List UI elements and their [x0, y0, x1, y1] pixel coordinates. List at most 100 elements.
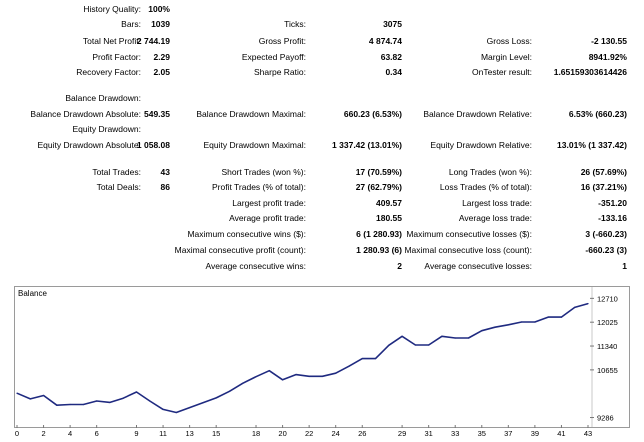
stat-value: 4 874.74 — [368, 36, 402, 46]
stat-value: 6 (1 280.93) — [356, 229, 402, 239]
stat-label: Average profit trade: — [229, 213, 306, 223]
balance-point — [16, 392, 18, 394]
stat-value: 13.01% (1 337.42) — [557, 140, 627, 150]
x-tick-label: 41 — [557, 429, 565, 437]
balance-point — [521, 321, 523, 323]
stat-label: Equity Drawdown Relative: — [430, 140, 532, 150]
balance-point — [335, 372, 337, 374]
stat-label: Long Trades (won %): — [448, 167, 532, 177]
stat-label: Maximal consecutive loss (count): — [404, 245, 532, 255]
stat-value: 1 058.08 — [136, 140, 170, 150]
balance-point — [149, 400, 151, 402]
balance-point — [361, 357, 363, 360]
balance-point — [242, 382, 244, 384]
x-tick-label: 31 — [424, 429, 432, 437]
stat-label: Balance Drawdown: — [65, 93, 141, 103]
x-tick-label: 26 — [358, 429, 366, 437]
balance-point — [308, 375, 310, 377]
balance-point — [321, 375, 324, 377]
y-tick-label: 9286 — [597, 414, 614, 423]
stat-label: Average consecutive wins: — [205, 261, 306, 271]
stat-value: -133.16 — [598, 213, 627, 223]
x-tick-label: 43 — [584, 429, 592, 437]
x-tick-label: 15 — [212, 429, 220, 437]
balance-point — [481, 330, 483, 332]
stat-value: 2 — [397, 261, 402, 271]
balance-point — [42, 394, 45, 397]
balance-point — [560, 316, 563, 318]
x-tick-label: 39 — [531, 429, 539, 437]
stat-label: Average loss trade: — [458, 213, 532, 223]
stat-value: 26 (57.69%) — [580, 167, 627, 177]
stat-value: 2.05 — [153, 67, 170, 77]
balance-point — [228, 390, 231, 392]
stat-value: -660.23 (3) — [585, 245, 627, 255]
balance-series-line — [16, 302, 589, 414]
balance-chart-svg: 12710 12025 11340 10655 9286 — [16, 287, 618, 427]
balance-point — [587, 302, 589, 305]
balance-point — [388, 344, 390, 346]
balance-point — [175, 411, 177, 414]
chart-title: Balance — [18, 289, 47, 298]
balance-point — [122, 397, 124, 399]
x-tick-label: 11 — [159, 429, 167, 437]
x-tick-label: 33 — [451, 429, 459, 437]
balance-point — [96, 400, 98, 402]
stat-label: Loss Trades (% of total): — [439, 182, 532, 192]
stat-label: History Quality: — [83, 4, 141, 14]
balance-point — [109, 401, 111, 404]
stat-label: Sharpe Ratio: — [254, 67, 306, 77]
x-tick-label: 24 — [332, 429, 340, 437]
stat-value: 180.55 — [376, 213, 402, 223]
stat-label: Balance Drawdown Maximal: — [196, 109, 306, 119]
balance-point — [441, 335, 443, 337]
stat-value: 43 — [160, 167, 170, 177]
balance-point — [494, 326, 496, 328]
x-tick-label: 2 — [41, 429, 45, 437]
balance-point — [162, 408, 164, 410]
stat-value: 1 337.42 (13.01%) — [332, 140, 402, 150]
x-tick-label: 29 — [398, 429, 406, 437]
stat-label: Margin Level: — [480, 52, 532, 62]
balance-point — [202, 402, 204, 404]
stat-label: Short Trades (won %): — [221, 167, 306, 177]
balance-point — [189, 407, 191, 409]
stat-value: 3 (-660.23) — [585, 229, 627, 239]
balance-point — [215, 397, 217, 399]
stat-value: 17 (70.59%) — [355, 167, 402, 177]
stat-value: 16 (37.21%) — [580, 182, 627, 192]
x-tick-label: 18 — [252, 429, 260, 437]
stat-value: 86 — [160, 182, 170, 192]
stat-label: Maximum consecutive losses ($): — [406, 229, 532, 239]
stat-label: OnTester result: — [472, 67, 532, 77]
balance-point — [348, 365, 350, 367]
stat-value: 27 (62.79%) — [355, 182, 402, 192]
stat-label: Ticks: — [284, 19, 306, 29]
stat-label: Maximal consecutive profit (count): — [174, 245, 306, 255]
stat-value: 549.35 — [144, 109, 170, 119]
balance-point — [295, 373, 297, 376]
stat-value: 1039 — [151, 19, 170, 29]
stat-value: -351.20 — [598, 198, 627, 208]
stat-label: Equity Drawdown: — [72, 124, 141, 134]
stat-value: 1 280.93 (6) — [356, 245, 402, 255]
stat-label: Bars: — [121, 19, 141, 29]
balance-point — [547, 316, 549, 318]
stat-value: 100% — [148, 4, 170, 14]
stat-value: -2 130.55 — [591, 36, 627, 46]
x-tick-label: 37 — [504, 429, 512, 437]
balance-point — [56, 404, 58, 406]
x-tick-label: 9 — [134, 429, 138, 437]
stat-label: Total Trades: — [92, 167, 141, 177]
balance-point — [401, 335, 403, 337]
stat-value: 2 744.19 — [136, 36, 170, 46]
y-tick-label: 10655 — [597, 366, 618, 375]
balance-point — [29, 398, 31, 400]
report-summary: History Quality: 100% Bars: 1039 Ticks: 3075 T… — [30, 4, 627, 271]
x-tick-label: 13 — [185, 429, 193, 437]
stat-value: 660.23 (6.53%) — [343, 109, 402, 119]
chart-frame: Balance 12710 12025 11340 10655 9286 — [14, 286, 630, 428]
balance-chart: Balance 12710 12025 11340 10655 9286 0 2 4 6 9 11… — [14, 286, 630, 437]
stat-label: Profit Factor: — [92, 52, 141, 62]
stat-label: Largest loss trade: — [462, 198, 532, 208]
